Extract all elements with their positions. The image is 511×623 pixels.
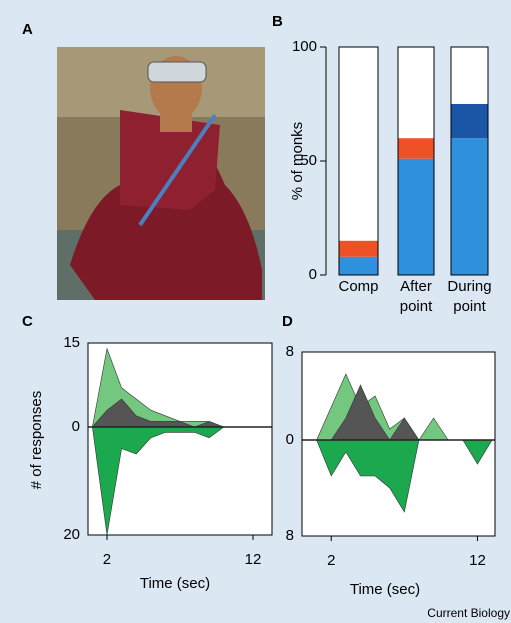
- y-tick-label: 15: [63, 334, 80, 351]
- x-tick-label: During point: [447, 278, 492, 315]
- y-tick-label: 0: [309, 266, 317, 283]
- bar-segment: [451, 104, 488, 139]
- credit: Current Biology: [427, 606, 510, 620]
- bar-segment: [398, 138, 434, 159]
- y-tick-label: 50: [300, 152, 317, 169]
- bar-segment: [451, 138, 488, 275]
- bar-segment: [398, 158, 434, 275]
- x-tick-label: 12: [469, 552, 486, 569]
- bar-segment: [339, 256, 378, 275]
- x-tick-label: Comp: [338, 278, 379, 295]
- y-axis-label: # of responses: [28, 391, 45, 489]
- y-tick-label: 8: [286, 343, 294, 360]
- panel-label: A: [22, 21, 33, 38]
- y-tick-label: 0: [286, 431, 294, 448]
- panel-label: B: [272, 13, 283, 30]
- panel-label: C: [22, 313, 33, 330]
- y-tick-label: 8: [286, 527, 294, 544]
- plot-frame: [87, 342, 273, 536]
- x-axis-label: Time (sec): [350, 581, 420, 598]
- plot-frame: [301, 351, 496, 537]
- y-tick-label: 20: [63, 526, 80, 543]
- panel-label: D: [282, 313, 293, 330]
- bar-outline: [450, 46, 489, 276]
- bar-outline: [397, 46, 435, 276]
- x-tick-label: After point: [399, 278, 433, 315]
- bar-background: [338, 46, 379, 276]
- photo: [57, 47, 265, 300]
- area: [316, 439, 493, 513]
- y-tick-label: 100: [292, 38, 317, 55]
- x-tick-label: 2: [327, 552, 335, 569]
- bar-segment: [339, 240, 378, 257]
- y-tick-label: 0: [72, 418, 80, 435]
- bar-outline: [338, 46, 379, 276]
- x-tick-label: 2: [103, 551, 111, 568]
- y-axis-label: % of monks: [289, 122, 306, 200]
- x-axis-label: Time (sec): [140, 575, 210, 592]
- x-tick-label: 12: [245, 551, 262, 568]
